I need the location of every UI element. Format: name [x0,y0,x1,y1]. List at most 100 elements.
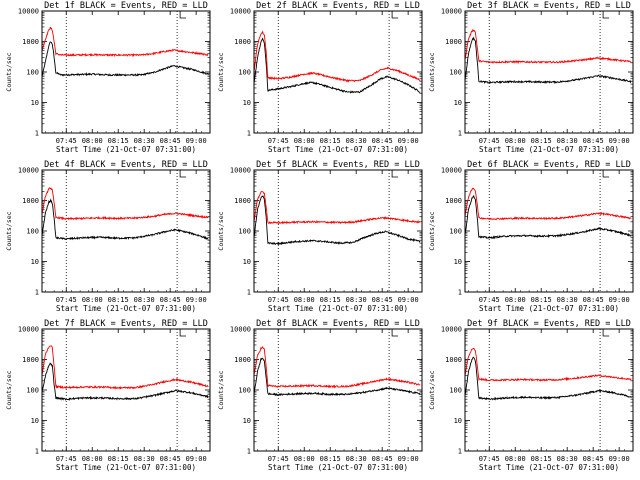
y-tick-label: 10000 [230,8,251,16]
y-tick-label: 1 [247,448,251,456]
events-series-line [41,198,209,241]
x-tick-label: 08:00 [505,296,526,304]
x-tick-label: 08:00 [82,137,103,145]
detector-panel-7: Det 7f BLACK = Events, RED = LLD Counts/s… [5,319,211,472]
events-series-line [464,356,632,401]
bracket-mark [391,329,399,337]
x-axis-label: Start Time (21-Oct-07 07:31:00) [479,463,619,472]
x-tick-label: 08:15 [320,455,341,463]
plot-frame [464,10,634,134]
panel-title: Det 3f BLACK = Events, RED = LLD [467,1,631,11]
lld-series-line [253,346,421,389]
x-tick-label: 08:00 [294,296,315,304]
bracket-mark [602,170,610,178]
y-axis-label: Counts/sec [428,211,436,250]
x-tick-label: 08:00 [505,137,526,145]
x-tick-label: 09:00 [186,137,207,145]
x-tick-label: 08:00 [82,296,103,304]
x-tick-label: 07:45 [268,296,289,304]
plot-frame [464,169,634,293]
lld-series-line [464,187,632,221]
y-tick-label: 100 [449,69,462,77]
x-tick-label: 08:15 [531,137,552,145]
x-axis-label: Start Time (21-Oct-07 07:31:00) [56,463,196,472]
y-tick-label: 10000 [18,8,39,16]
x-tick-label: 08:00 [294,455,315,463]
y-axis-label: Counts/sec [217,211,225,250]
panel-title: Det 7f BLACK = Events, RED = LLD [44,319,208,329]
x-tick-label: 08:45 [160,455,181,463]
y-tick-label: 10 [31,99,39,107]
y-axis-label: Counts/sec [5,370,13,409]
y-tick-label: 10000 [441,8,462,16]
x-tick-label: 08:00 [505,455,526,463]
y-tick-label: 100 [26,387,39,395]
x-tick-label: 07:45 [56,137,77,145]
detector-panel-1: Det 1f BLACK = Events, RED = LLD Counts/s… [5,1,211,154]
x-tick-label: 08:00 [82,455,103,463]
bracket-mark [391,170,399,178]
y-tick-label: 100 [26,69,39,77]
lld-series-line [253,30,421,83]
lld-series-line [41,26,209,58]
plot-frame [41,10,211,134]
detector-panel-2: Det 2f BLACK = Events, RED = LLD Counts/s… [217,1,423,154]
x-tick-label: 08:15 [320,296,341,304]
y-tick-label: 1000 [234,356,251,364]
y-tick-label: 10 [31,258,39,266]
y-tick-label: 10000 [230,167,251,175]
y-axis-label: Counts/sec [217,52,225,91]
plot-frame [253,10,423,134]
y-tick-label: 10000 [441,326,462,334]
events-series-line [41,41,209,77]
detector-panel-9: Det 9f BLACK = Events, RED = LLD Counts/s… [428,319,634,472]
x-tick-label: 07:45 [479,455,500,463]
x-tick-label: 09:00 [398,296,419,304]
y-tick-label: 100 [238,69,251,77]
x-tick-label: 08:15 [320,137,341,145]
y-tick-label: 1000 [22,197,39,205]
y-tick-label: 10000 [18,167,39,175]
x-axis-label: Start Time (21-Oct-07 07:31:00) [479,304,619,313]
y-tick-label: 100 [449,387,462,395]
events-series-line [253,37,421,94]
plot-frame [464,328,634,452]
x-tick-label: 09:00 [398,455,419,463]
x-tick-label: 09:00 [609,296,630,304]
events-series-line [253,195,421,246]
y-tick-label: 1000 [445,38,462,46]
panel-title: Det 9f BLACK = Events, RED = LLD [467,319,631,329]
bracket-mark [179,11,187,19]
x-tick-label: 08:30 [346,455,367,463]
plot-frame [41,169,211,293]
x-axis-label: Start Time (21-Oct-07 07:31:00) [56,304,196,313]
y-axis-label: Counts/sec [5,52,13,91]
y-tick-label: 10000 [18,326,39,334]
y-tick-label: 10 [243,99,251,107]
x-tick-label: 08:45 [160,137,181,145]
bracket-mark [602,329,610,337]
x-tick-label: 07:45 [56,296,77,304]
y-tick-label: 1000 [234,38,251,46]
x-axis-label: Start Time (21-Oct-07 07:31:00) [56,145,196,154]
lld-series-line [41,187,209,221]
y-axis-label: Counts/sec [5,211,13,250]
y-tick-label: 1 [458,289,462,297]
y-tick-label: 10 [243,258,251,266]
plot-frame [41,328,211,452]
y-axis-label: Counts/sec [428,52,436,91]
y-axis-label: Counts/sec [428,370,436,409]
x-tick-label: 08:15 [108,137,129,145]
x-tick-label: 09:00 [609,455,630,463]
x-tick-label: 08:15 [108,455,129,463]
y-tick-label: 100 [26,228,39,236]
panel-title: Det 6f BLACK = Events, RED = LLD [467,160,631,170]
y-tick-label: 1000 [22,38,39,46]
panel-title: Det 8f BLACK = Events, RED = LLD [256,319,420,329]
x-axis-label: Start Time (21-Oct-07 07:31:00) [479,145,619,154]
x-tick-label: 07:45 [268,455,289,463]
x-tick-label: 08:30 [346,137,367,145]
bracket-mark [179,170,187,178]
detector-panel-8: Det 8f BLACK = Events, RED = LLD Counts/s… [217,319,423,472]
